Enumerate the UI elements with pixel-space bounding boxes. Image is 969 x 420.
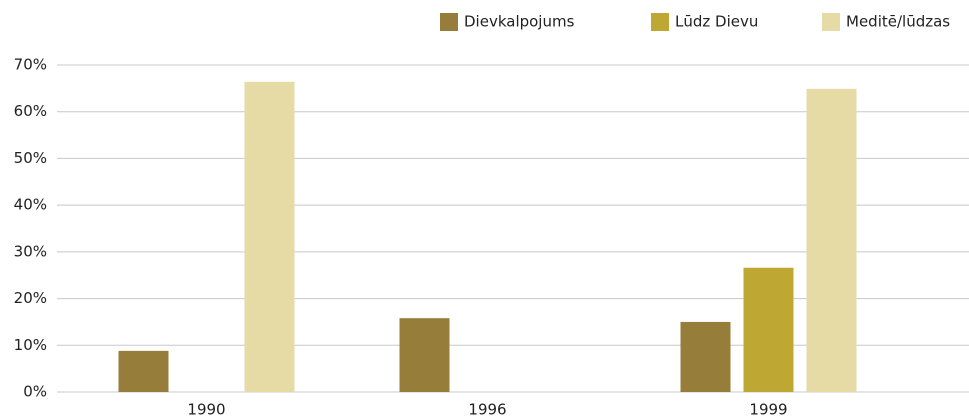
bar bbox=[743, 267, 794, 392]
y-tick-label: 50% bbox=[14, 149, 47, 167]
legend-swatch bbox=[822, 13, 840, 31]
y-tick-label: 40% bbox=[14, 196, 47, 214]
bar bbox=[118, 350, 169, 392]
legend-label: Dievkalpojums bbox=[464, 13, 575, 31]
legend-swatch bbox=[440, 13, 458, 31]
y-tick-label: 20% bbox=[14, 289, 47, 307]
y-tick-label: 10% bbox=[14, 336, 47, 354]
legend-label: Lūdz Dievu bbox=[675, 13, 758, 31]
bar bbox=[680, 321, 731, 392]
y-tick-label: 0% bbox=[23, 383, 47, 401]
legend-label: Meditē/lūdzas bbox=[846, 13, 950, 31]
y-tick-label: 70% bbox=[14, 56, 47, 74]
x-tick-label: 1999 bbox=[749, 401, 787, 419]
x-tick-label: 1996 bbox=[468, 401, 506, 419]
bar bbox=[399, 318, 450, 392]
x-tick-label: 1990 bbox=[187, 401, 225, 419]
bar bbox=[244, 81, 295, 393]
legend-swatch bbox=[651, 13, 669, 31]
bar bbox=[806, 88, 857, 393]
y-tick-label: 60% bbox=[14, 102, 47, 120]
y-tick-label: 30% bbox=[14, 242, 47, 260]
